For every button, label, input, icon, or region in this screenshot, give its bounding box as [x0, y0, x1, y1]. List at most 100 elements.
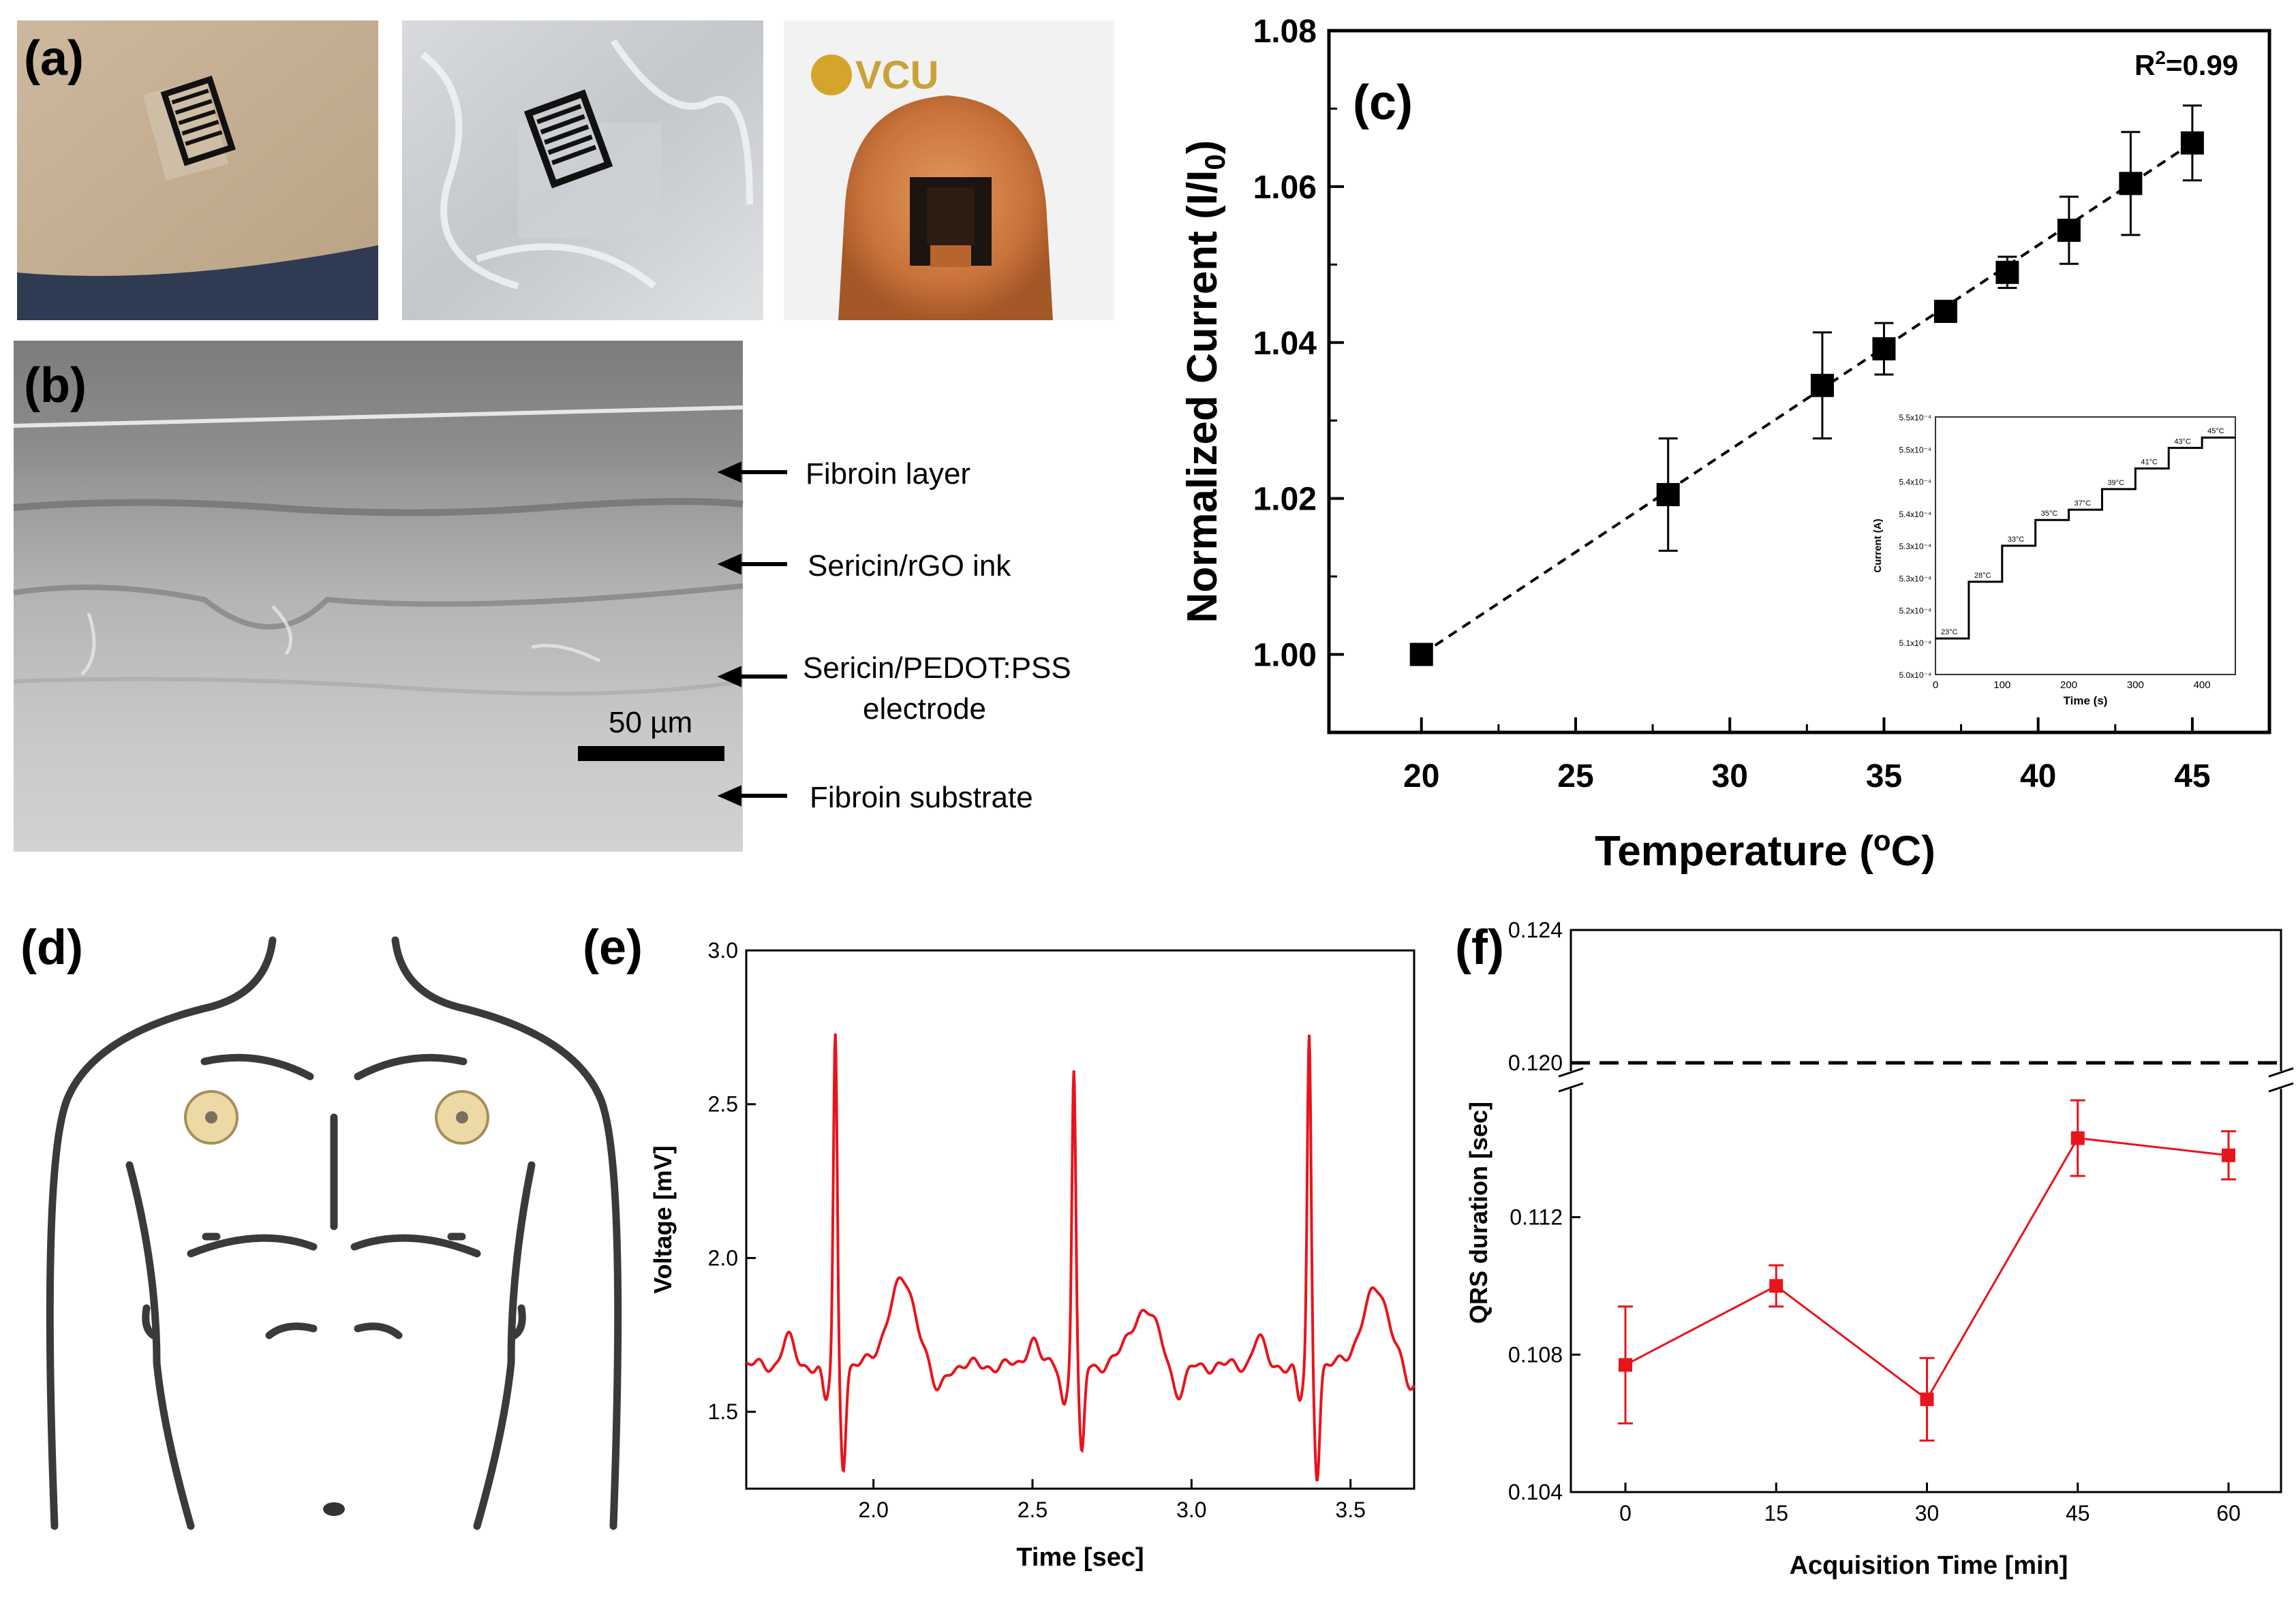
chart-c-inset: 0 100 200 300 400 5.0x10⁻⁴ 5.1x10⁻⁴ 5.2x10⁻⁴ 5.3…: [1872, 413, 2236, 707]
chart-c-xtick-label: 35: [1866, 758, 1902, 794]
chart-c-point: [1409, 642, 1433, 666]
torso-illustration: [46, 936, 622, 1530]
scalebar: [578, 746, 724, 761]
chart-f-axes: 0 15 30 45 60 0.104 0.108 0.112 0.120 0.124: [1508, 918, 2294, 1525]
layer-arrows: [717, 461, 787, 807]
chart-f-point: [1619, 1358, 1632, 1372]
scalebar-label: 50 µm: [609, 706, 692, 739]
chart-c-axes: 20 25 30 35 40 45 1.00 1.02 1.04 1.06 1.08: [1253, 14, 2211, 794]
chart-c-point: [1656, 482, 1680, 506]
chart-f-axis-break-gap: [2274, 1071, 2288, 1089]
chart-c-point: [1995, 260, 2019, 284]
chart-c-inset-step-label: 41°C: [2141, 459, 2158, 467]
chart-e-ylabel: Voltage [mV]: [649, 1145, 677, 1293]
chart-e-ecg-trace: [746, 1033, 1415, 1482]
chart-c-inset-xtick-label: 200: [2060, 679, 2077, 691]
chart-f-xtick-label: 45: [2066, 1501, 2090, 1525]
chart-c-inset-ytick-label: 5.4x10⁻⁴: [1899, 478, 1931, 487]
chart-c-point: [2119, 172, 2143, 196]
panel-f: (f) 0 15 30 45 60 0.104 0.108 0.112 0.120 0.124 Q…: [1455, 918, 2294, 1580]
chart-e-xtick-label: 2.5: [1017, 1498, 1047, 1522]
chart-f-xtick-label: 0: [1619, 1501, 1632, 1525]
chart-c-inset-step-label: 23°C: [1941, 628, 1958, 636]
panel-b: (b) 50 µm Fibroin layer Sericin/rGO ink …: [13, 341, 1071, 852]
photo-device-on-gel: [402, 20, 763, 320]
vcu-logo-seal: [811, 55, 852, 95]
chart-c-inset-ytick-label: 5.1x10⁻⁴: [1899, 638, 1931, 648]
chart-e-xtick-label: 3.5: [1335, 1498, 1365, 1522]
chart-c-inset-xlabel: Time (s): [2064, 694, 2108, 707]
chart-f-ytick-label: 0.108: [1508, 1342, 1563, 1367]
chart-c-xtick-label: 25: [1557, 758, 1593, 794]
panel-d: (d): [20, 920, 622, 1530]
chart-c-inset-step-label: 45°C: [2207, 427, 2224, 435]
chart-c-point: [1872, 337, 1896, 360]
chart-e-ytick-label: 1.5: [708, 1399, 738, 1424]
chart-c-point: [1810, 373, 1834, 397]
ecg-electrode-right: [435, 1090, 489, 1145]
chart-c-inset-step-label: 35°C: [2041, 510, 2058, 518]
panel-d-label: (d): [20, 920, 83, 975]
chart-c-xtick-label: 20: [1403, 758, 1439, 794]
chart-c-inset-step-label: 43°C: [2174, 437, 2191, 446]
chart-c-inset-step-label: 37°C: [2075, 499, 2092, 508]
chart-c-inset-ylabel: Current (A): [1872, 518, 1884, 572]
layer-label-electrode: electrode: [863, 692, 986, 726]
chart-c-point: [2180, 131, 2204, 155]
chart-f-point: [1920, 1392, 1934, 1406]
photo-device-on-fingertip: VCU: [784, 20, 1114, 320]
chart-c-inset-xtick-label: 300: [2127, 679, 2144, 691]
chart-c-inset-ytick-label: 5.3x10⁻⁴: [1899, 542, 1931, 551]
panel-f-label: (f): [1455, 920, 1504, 975]
chart-f-point: [2070, 1131, 2085, 1145]
chart-f-xtick-label: 60: [2216, 1501, 2241, 1525]
chart-c-marks: [1409, 104, 2204, 666]
chart-c-r2: R2=0.99: [2134, 47, 2238, 81]
chart-c-inset-step-label: 28°C: [1974, 572, 1991, 580]
chart-f-point: [2222, 1148, 2235, 1162]
navel: [323, 1502, 345, 1516]
ecg-electrode-left: [184, 1090, 239, 1145]
chart-c-inset-step-label: 33°C: [2008, 536, 2025, 544]
chart-f-axis-break: [2268, 1067, 2294, 1078]
chart-f-xtick-label: 15: [1764, 1501, 1788, 1525]
layer-label-fibroin-substrate: Fibroin substrate: [810, 781, 1033, 814]
chart-c-ylabel: Normalized Current (I/I0): [1179, 140, 1231, 623]
chart-c-inset-xtick-label: 100: [1993, 679, 2010, 691]
chart-f-axis-break: [1558, 1067, 1584, 1078]
panel-a: VCU (a): [17, 20, 1114, 320]
chart-c-inset-ytick-label: 5.4x10⁻⁴: [1899, 510, 1931, 519]
chart-c-xlabel: Temperature (oC): [1595, 824, 1935, 875]
chart-e-xlabel: Time [sec]: [1016, 1543, 1144, 1572]
chart-c-inset-step-label: 39°C: [2107, 479, 2124, 487]
chart-f-ytick-label: 0.124: [1508, 918, 1563, 942]
panel-c-label: (c): [1353, 76, 1413, 130]
chart-c-xtick-label: 45: [2174, 758, 2210, 794]
chart-e-frame: [745, 949, 1415, 1490]
chart-c-inset-ytick-label: 5.5x10⁻⁴: [1899, 445, 1931, 454]
chart-c-point: [2057, 218, 2081, 242]
chart-c-inset-xtick-label: 0: [1933, 679, 1938, 691]
chart-c-inset-ytick-label: 5.3x10⁻⁴: [1899, 574, 1931, 583]
layer-label-fibroin-layer: Fibroin layer: [806, 457, 970, 491]
chart-f-xlabel: Acquisition Time [min]: [1790, 1551, 2068, 1580]
chart-c-ytick-label: 1.02: [1253, 482, 1317, 518]
photo-device-on-arm: [17, 20, 378, 320]
layer-label-sericin-pedot: Sericin/PEDOT:PSS: [803, 651, 1071, 685]
chart-f-ylabel: QRS duration [sec]: [1465, 1102, 1493, 1324]
chart-f-ytick-label: 0.104: [1508, 1480, 1563, 1504]
chart-c-inset-ytick-label: 5.0x10⁻⁴: [1899, 670, 1931, 680]
chart-f-point: [1769, 1279, 1784, 1293]
chart-c-ytick-label: 1.08: [1253, 14, 1317, 50]
chart-f-ytick-label: 0.120: [1508, 1051, 1563, 1075]
panel-e-label: (e): [583, 920, 643, 975]
chart-c-inset-ytick-label: 5.2x10⁻⁴: [1899, 606, 1931, 616]
chart-c-ytick-label: 1.04: [1253, 326, 1317, 362]
panel-c: (c) 20 25 30 35 40 45 1.00 1.02 1.04 1.06 1.08 R2=…: [1179, 14, 2271, 875]
chart-c-inset-xtick-label: 400: [2194, 679, 2211, 691]
chart-f-axis-break-gap: [1564, 1071, 1578, 1089]
sem-cross-section: [13, 341, 744, 852]
chart-e-ytick-label: 2.5: [708, 1092, 738, 1117]
panel-a-label: (a): [24, 31, 84, 86]
